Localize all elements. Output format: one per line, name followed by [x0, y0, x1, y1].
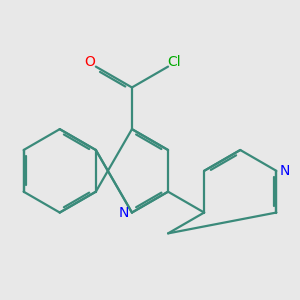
Text: N: N — [118, 206, 129, 220]
Text: N: N — [280, 164, 290, 178]
Text: Cl: Cl — [167, 56, 181, 69]
Text: O: O — [84, 56, 95, 69]
